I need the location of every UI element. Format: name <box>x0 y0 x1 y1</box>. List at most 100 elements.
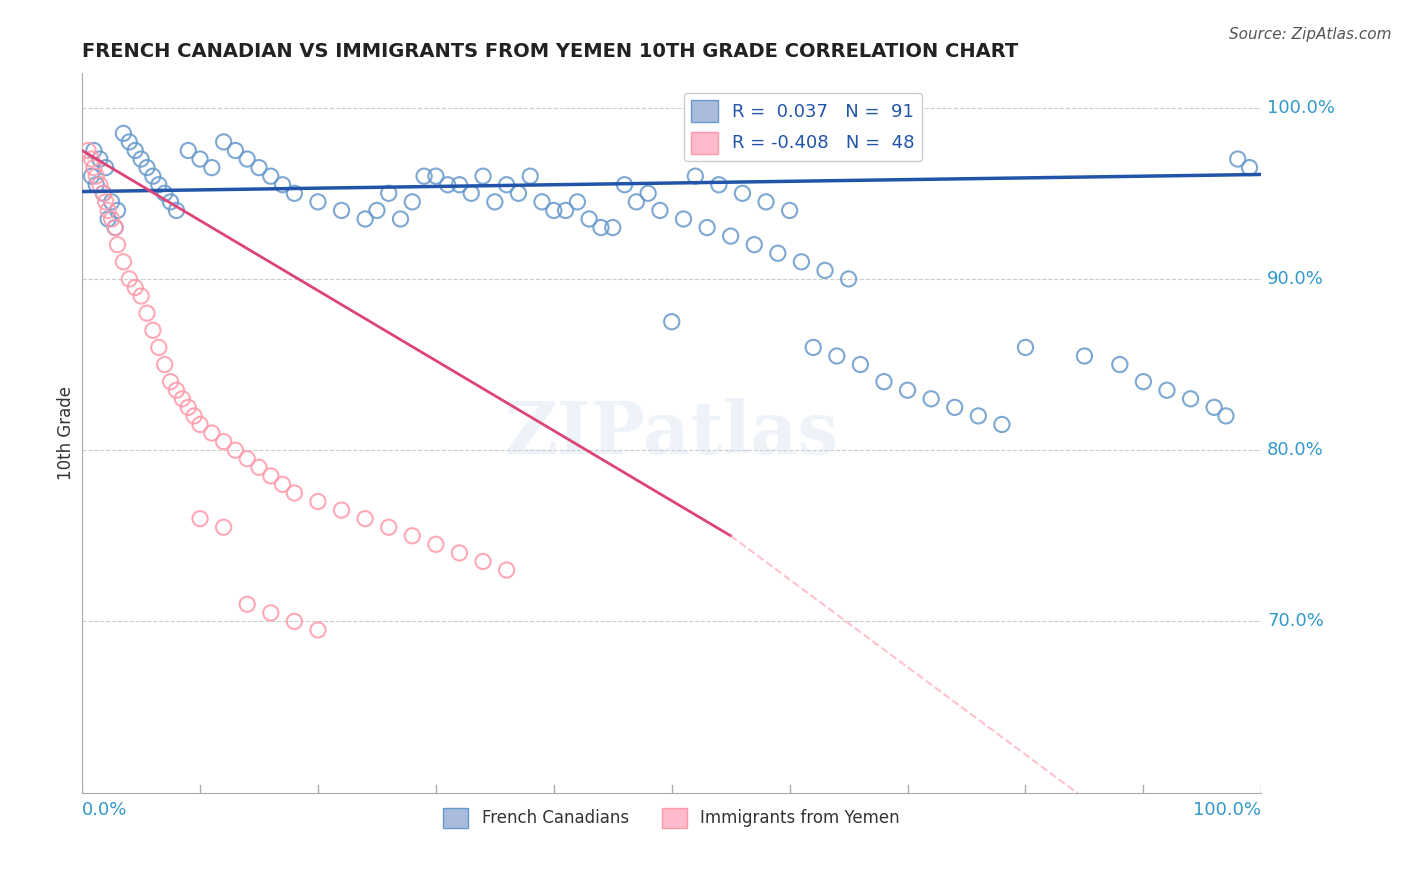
Point <box>224 443 246 458</box>
Point <box>920 392 942 406</box>
Point <box>672 211 695 226</box>
Point <box>307 494 329 508</box>
Point <box>107 203 129 218</box>
Point <box>790 254 813 268</box>
Legend: French Canadians, Immigrants from Yemen: French Canadians, Immigrants from Yemen <box>437 801 907 835</box>
Point <box>1073 349 1095 363</box>
Point <box>696 220 718 235</box>
Point <box>425 537 447 551</box>
Point <box>271 178 294 192</box>
Point <box>519 169 541 184</box>
Point <box>578 211 600 226</box>
Point <box>661 315 683 329</box>
Point <box>212 434 235 449</box>
Point <box>401 194 423 209</box>
Point <box>236 152 259 166</box>
Point <box>1156 383 1178 397</box>
Point <box>779 203 801 218</box>
Point <box>742 237 765 252</box>
Point <box>1226 152 1249 166</box>
Point <box>626 194 648 209</box>
Point <box>389 211 412 226</box>
Y-axis label: 10th Grade: 10th Grade <box>58 386 75 480</box>
Point <box>129 289 152 303</box>
Point <box>112 127 135 141</box>
Point <box>83 161 105 175</box>
Point <box>967 409 990 423</box>
Point <box>94 161 117 175</box>
Point <box>100 194 122 209</box>
Point <box>543 203 565 218</box>
Point <box>201 425 224 440</box>
Text: 70.0%: 70.0% <box>1267 613 1324 631</box>
Point <box>89 152 111 166</box>
Point <box>589 220 612 235</box>
Point <box>159 375 181 389</box>
Point <box>436 178 458 192</box>
Point <box>148 340 170 354</box>
Point <box>84 169 107 184</box>
Point <box>401 529 423 543</box>
Point <box>236 597 259 611</box>
Point <box>472 554 495 568</box>
Point <box>177 401 200 415</box>
Point <box>330 503 353 517</box>
Point <box>142 323 165 337</box>
Point <box>377 186 399 201</box>
Point <box>530 194 553 209</box>
Point <box>1108 358 1130 372</box>
Point <box>484 194 506 209</box>
Point <box>247 161 270 175</box>
Text: FRENCH CANADIAN VS IMMIGRANTS FROM YEMEN 10TH GRADE CORRELATION CHART: FRENCH CANADIAN VS IMMIGRANTS FROM YEMEN… <box>82 42 1018 61</box>
Point <box>602 220 624 235</box>
Point <box>84 178 107 192</box>
Point <box>142 169 165 184</box>
Point <box>124 280 146 294</box>
Point <box>97 203 120 218</box>
Point <box>1180 392 1202 406</box>
Point <box>118 135 141 149</box>
Point <box>495 178 517 192</box>
Point <box>1014 340 1036 354</box>
Text: ZIPatlas: ZIPatlas <box>505 398 839 468</box>
Point <box>449 546 471 560</box>
Point <box>613 178 636 192</box>
Point <box>188 417 211 432</box>
Point <box>104 220 127 235</box>
Point <box>201 161 224 175</box>
Point <box>413 169 436 184</box>
Point <box>637 186 659 201</box>
Point <box>129 152 152 166</box>
Point <box>283 186 305 201</box>
Point <box>707 178 730 192</box>
Point <box>188 511 211 525</box>
Point <box>685 169 707 184</box>
Point <box>943 401 966 415</box>
Point <box>1215 409 1237 423</box>
Point <box>366 203 388 218</box>
Text: 90.0%: 90.0% <box>1267 270 1324 288</box>
Point <box>720 229 742 244</box>
Point <box>330 203 353 218</box>
Point <box>283 486 305 500</box>
Point <box>153 186 176 201</box>
Point <box>814 263 837 277</box>
Point <box>495 563 517 577</box>
Point <box>755 194 778 209</box>
Point <box>136 306 159 320</box>
Point <box>212 135 235 149</box>
Point <box>307 194 329 209</box>
Point <box>112 254 135 268</box>
Point <box>118 272 141 286</box>
Text: 100.0%: 100.0% <box>1267 99 1336 117</box>
Point <box>100 211 122 226</box>
Point <box>107 237 129 252</box>
Point <box>1132 375 1154 389</box>
Point <box>80 152 103 166</box>
Point <box>260 169 283 184</box>
Point <box>766 246 789 260</box>
Point <box>271 477 294 491</box>
Point <box>260 606 283 620</box>
Point <box>307 623 329 637</box>
Point <box>648 203 671 218</box>
